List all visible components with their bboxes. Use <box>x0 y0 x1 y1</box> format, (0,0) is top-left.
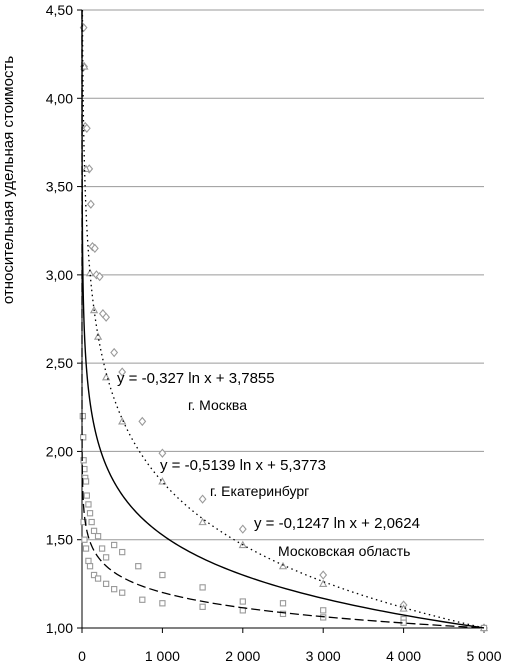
caption-moscow-region: Московская область <box>278 543 410 559</box>
data-point-diamond <box>102 312 111 322</box>
data-point-square <box>135 563 142 570</box>
data-point-diamond <box>158 448 167 458</box>
data-point-square <box>159 571 166 579</box>
trend-line-moscow <box>81 10 485 629</box>
data-point-diamond <box>90 243 99 254</box>
data-point-diamond <box>118 367 127 377</box>
data-point-square <box>102 554 110 561</box>
x-tick-label: 1 000 <box>145 648 180 664</box>
data-point-diamond <box>110 347 119 358</box>
data-point-square <box>81 536 88 543</box>
data-point-square <box>320 607 327 614</box>
y-tick-label: 2,50 <box>46 355 73 371</box>
data-point-square <box>88 518 95 526</box>
data-point-triangle <box>118 417 127 425</box>
data-point-triangle <box>319 579 328 587</box>
data-point-square <box>82 478 90 485</box>
data-point-square <box>85 557 92 565</box>
equation-ekaterinburg: y = -0,5139 ln x + 5,3773 <box>160 457 326 474</box>
data-point-square <box>102 580 110 588</box>
x-tick-label: 0 <box>78 648 86 664</box>
data-point-diamond <box>95 271 104 282</box>
data-point-triangle <box>198 517 207 526</box>
data-points <box>79 23 489 633</box>
data-point-square <box>119 589 126 596</box>
caption-ekaterinburg: г. Екатеринбург <box>210 483 309 499</box>
annotation-moscow: y = -0,327 ln x + 3,7855 г. Москва <box>117 370 275 413</box>
data-point-square <box>279 610 287 618</box>
data-point-square <box>82 545 90 552</box>
annotation-moscow-region: y = -0,1247 ln x + 2,0624 Московская обл… <box>254 515 420 559</box>
data-point-triangle <box>93 332 103 340</box>
y-tick-label: 1,00 <box>46 620 73 636</box>
data-point-square <box>83 492 90 499</box>
y-tick-label: 4,50 <box>46 2 73 18</box>
data-point-square <box>90 571 98 579</box>
y-tick-label: 1,50 <box>46 532 73 548</box>
trend-line-moscow-region <box>81 10 485 629</box>
y-axis-label: относительная удельная стоимость <box>0 56 17 304</box>
data-point-triangle <box>278 561 288 570</box>
data-point-square <box>86 510 94 517</box>
y-tick-label: 4,00 <box>46 90 73 106</box>
data-point-square <box>199 584 206 591</box>
x-tick-labels: 0 1 000 2 000 3 000 4 000 5 000 <box>78 648 502 664</box>
annotation-ekaterinburg: y = -0,5139 ln x + 5,3773 г. Екатеринбур… <box>160 457 326 499</box>
data-point-square <box>239 598 246 605</box>
x-tick-label: 2 000 <box>225 648 260 664</box>
trend-lines <box>81 9 485 629</box>
data-point-square <box>111 541 118 549</box>
data-point-square <box>320 614 327 621</box>
data-point-square <box>111 586 118 593</box>
data-point-square <box>90 527 98 535</box>
y-tick-label: 3,50 <box>46 179 73 195</box>
data-point-diamond <box>198 494 207 504</box>
data-point-square <box>199 603 206 610</box>
data-point-square <box>94 575 102 582</box>
data-point-diamond <box>82 123 91 133</box>
y-tick-label: 2,00 <box>46 443 73 459</box>
data-point-diamond <box>319 570 328 580</box>
x-tick-label: 5 000 <box>466 648 501 664</box>
x-tick-label: 3 000 <box>306 648 341 664</box>
trend-line-ekaterinburg <box>81 9 485 629</box>
y-tick-labels: 1,00 1,50 2,00 2,50 3,00 3,50 4,00 4,50 <box>46 2 73 636</box>
data-point-diamond <box>238 524 247 534</box>
data-point-diamond <box>86 199 95 209</box>
data-point-square <box>80 434 87 441</box>
data-point-square <box>279 600 287 607</box>
data-point-triangle <box>158 477 167 485</box>
data-point-square <box>119 548 126 556</box>
data-point-square <box>79 412 86 420</box>
y-tick-label: 3,00 <box>46 267 73 283</box>
x-tick-label: 4 000 <box>386 648 421 664</box>
data-point-square <box>80 457 87 464</box>
equation-moscow-region: y = -0,1247 ln x + 2,0624 <box>254 515 420 532</box>
data-point-square <box>159 600 166 607</box>
data-point-diamond <box>138 416 147 427</box>
grid-lines <box>82 9 484 541</box>
data-point-square <box>98 545 106 552</box>
data-point-square <box>86 563 94 570</box>
data-point-square <box>94 533 102 540</box>
data-point-square <box>80 518 87 526</box>
data-point-square <box>139 596 146 603</box>
equation-moscow: y = -0,327 ln x + 3,7855 <box>117 370 275 387</box>
caption-moscow: г. Москва <box>188 397 247 413</box>
data-point-square <box>85 501 92 508</box>
